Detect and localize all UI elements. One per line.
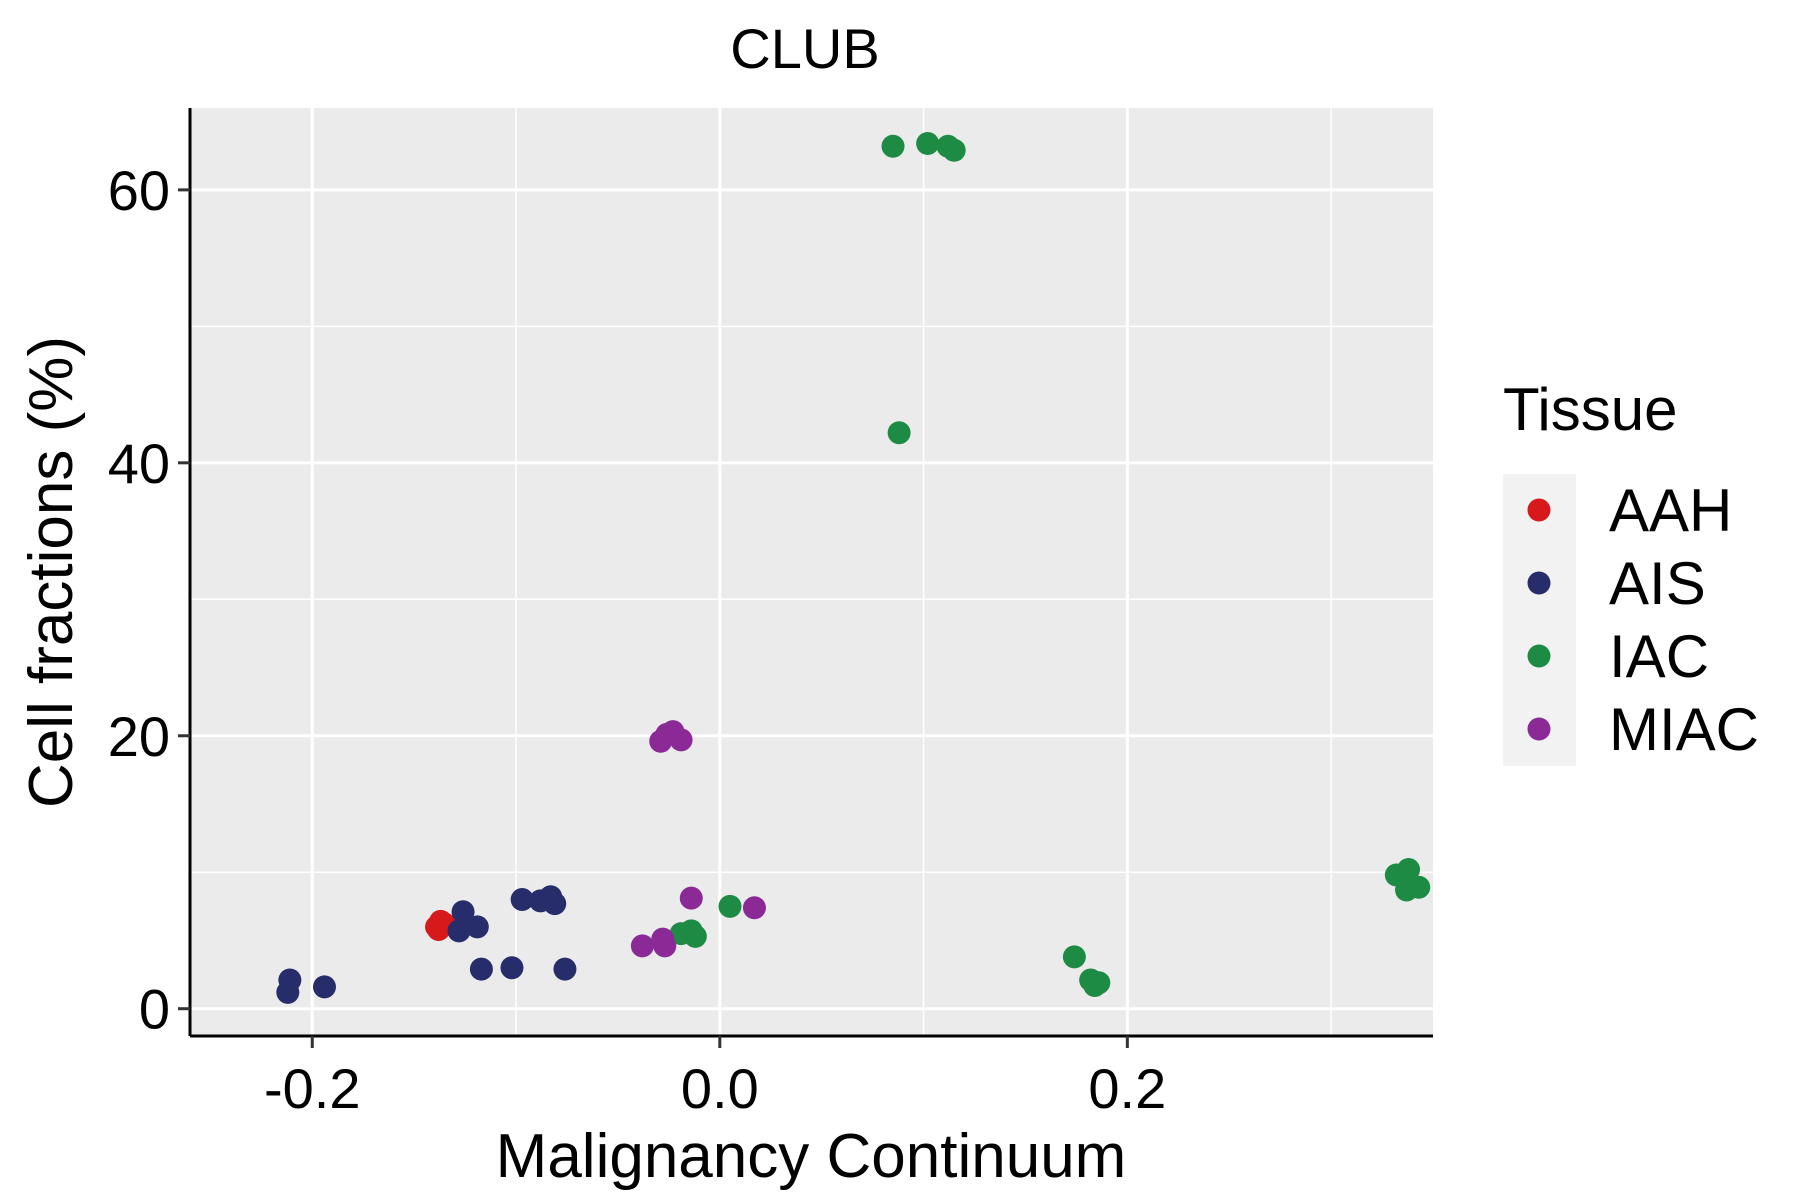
y-tick-label: 40	[108, 432, 170, 495]
data-point-ais	[510, 888, 534, 912]
x-tick-label: 0.0	[681, 1057, 759, 1120]
axis-ticks: -0.2 0.0 0.2 0 20 40 60	[108, 159, 1167, 1120]
legend-key-aah	[1527, 498, 1551, 522]
chart-title: CLUB	[730, 17, 879, 80]
grid-lines	[190, 108, 1433, 1036]
legend-label-miac: MIAC	[1609, 696, 1759, 763]
data-point-ais	[465, 915, 489, 939]
data-point-iac	[683, 924, 707, 948]
data-point-ais	[500, 956, 524, 980]
data-point-iac	[1087, 971, 1111, 995]
data-point-ais	[447, 919, 471, 943]
legend-title: Tissue	[1503, 376, 1678, 443]
data-point-ais	[451, 900, 475, 924]
data-point-ais	[276, 980, 300, 1004]
data-point-miac	[679, 886, 703, 910]
data-point-iac	[1062, 945, 1086, 969]
data-point-iac	[1397, 858, 1421, 882]
legend-key-iac	[1527, 644, 1551, 668]
data-point-iac	[887, 421, 911, 445]
y-axis-title: Cell fractions (%)	[17, 336, 86, 808]
legend-key-ais	[1527, 571, 1551, 595]
data-point-iac	[1407, 875, 1431, 899]
legend-key-background	[1503, 474, 1576, 766]
x-axis-title: Malignancy Continuum	[496, 1122, 1127, 1191]
data-point-ais	[553, 957, 577, 981]
data-point-iac	[942, 138, 966, 162]
data-point-iac	[881, 134, 905, 158]
data-point-miac	[630, 934, 654, 958]
legend-key-miac	[1527, 717, 1551, 741]
y-tick-label: 20	[108, 705, 170, 768]
legend-label-iac: IAC	[1609, 623, 1709, 690]
legend-label-ais: AIS	[1609, 550, 1706, 617]
data-point-miac	[653, 934, 677, 958]
legend-label-aah: AAH	[1609, 477, 1732, 544]
data-point-miac	[669, 728, 693, 752]
x-tick-label: 0.2	[1088, 1057, 1166, 1120]
data-points	[276, 131, 1431, 1004]
data-point-iac	[718, 894, 742, 918]
y-tick-label: 60	[108, 159, 170, 222]
data-point-ais	[312, 975, 336, 999]
x-tick-label: -0.2	[264, 1057, 361, 1120]
plot-panel	[190, 108, 1433, 1036]
y-tick-label: 0	[139, 978, 170, 1041]
data-point-iac	[916, 131, 940, 155]
data-point-miac	[742, 896, 766, 920]
data-point-ais	[469, 957, 493, 981]
data-point-ais	[543, 892, 567, 916]
